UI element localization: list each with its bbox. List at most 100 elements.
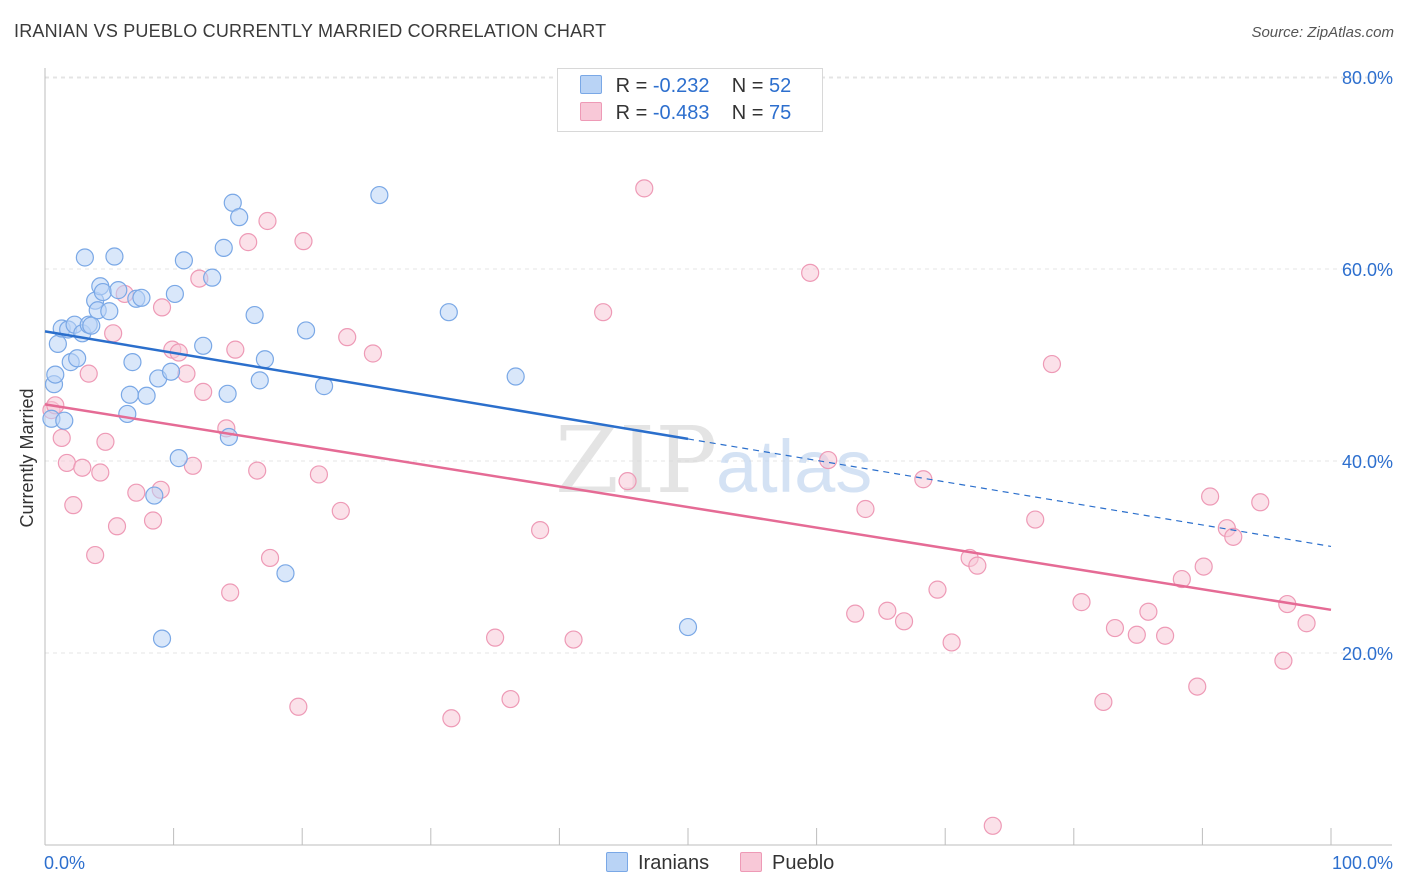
pueblo-point [177,364,196,383]
iranians-point [219,427,238,447]
pueblo-point [856,499,875,519]
iranians-point [123,353,142,372]
watermark-atlas: atlas [716,425,872,508]
legend-r-value: -0.483 [652,102,710,124]
iranians-point [203,268,222,287]
pueblo-trend-line [44,403,1332,612]
pueblo-point [1194,557,1213,576]
iranians-point [370,185,389,205]
legend-r-label: R = [615,75,648,97]
iranians-point [194,336,213,355]
iranians-point [137,386,156,405]
y-axis-label: Currently Married [17,388,37,527]
iranians-point [169,449,188,468]
iranians-point [68,349,87,368]
iranians-point [75,248,94,267]
iranians-point [174,251,193,270]
iranians-point [46,365,65,384]
pueblo-point [635,179,654,198]
iranians-swatch [580,75,602,94]
pueblo-point [183,456,202,475]
pueblo-point [226,340,245,359]
iranians-point [245,305,264,325]
pueblo-point [64,496,83,515]
pueblo-point [894,612,914,631]
pueblo-point [1172,569,1191,589]
pueblo-point [594,303,613,322]
iranians-point [161,362,181,381]
pueblo-point [1274,651,1293,670]
legend-r-label: R = [615,102,648,124]
pueblo-point [363,344,383,363]
pueblo-point [968,556,987,575]
pueblo-point [73,458,92,477]
legend-n-value: 52 [769,75,792,97]
pueblo-point [331,501,350,521]
pueblo-point [942,633,961,652]
pueblo-point [96,432,115,451]
pueblo-point [1188,677,1207,696]
iranians-point [145,486,164,505]
pueblo-point [152,298,172,317]
y-tick-label: 60.0% [1342,260,1393,280]
iranians-point [100,302,119,321]
iranians-point [439,303,458,322]
pueblo-point [107,517,127,536]
pueblo-point [91,463,110,482]
pueblo-point [1094,692,1113,712]
iranians-point [296,321,316,340]
iranians-point [109,281,128,300]
legend-n-value: 75 [769,102,792,124]
pueblo-point [86,545,105,565]
pueblo-point [1127,625,1146,644]
pueblo-point [1224,527,1243,546]
iranians-point [214,238,233,257]
iranians-point [105,247,124,266]
pueblo-point [928,580,947,599]
pueblo-point [294,232,313,251]
pueblo-point [618,472,637,491]
iranians-point [120,385,139,404]
pueblo-point [1201,487,1220,506]
watermark-zip: ZIP [555,407,717,514]
pueblo-point [258,211,277,231]
series-legend: Iranians Pueblo [0,852,1406,878]
pueblo-point [1026,510,1045,529]
pueblo-point [819,450,838,470]
pueblo-point [260,548,280,568]
iranians-swatch [606,852,628,872]
pueblo-point [1042,354,1062,374]
legend-item-iranians: Iranians [606,852,709,875]
iranians-point [230,208,249,227]
x-tick-label: 0.0% [44,853,85,873]
iranians-point [218,384,237,403]
pueblo-point [1105,618,1125,638]
y-tick-label: 80.0% [1342,68,1393,88]
pueblo-point [501,689,520,709]
pueblo-point [442,709,461,728]
pueblo-point [143,511,163,530]
iranians-point [276,564,295,583]
stats-legend: R = -0.232 N = 52 R = -0.483 N = 75 [557,68,823,132]
pueblo-point [309,465,329,484]
iranians-point [48,334,67,353]
source-credit: Source: ZipAtlas.com [1251,24,1394,41]
legend-row-iranians: R = -0.232 N = 52 [580,75,791,101]
pueblo-point [1072,593,1091,612]
pueblo-point [221,583,240,602]
legend-label-iranians: Iranians [638,852,710,874]
legend-n-label: N = [731,102,764,124]
pueblo-point [878,601,897,620]
pueblo-point [104,324,123,343]
iranians-point [82,316,101,335]
iranians-point [55,411,74,430]
pueblo-point [983,816,1002,835]
pueblo-point [801,263,820,282]
iranians-point [93,282,112,302]
pueblo-point [1139,602,1158,621]
pueblo-point [1156,626,1175,645]
iranians-point [678,617,698,637]
legend-item-pueblo: Pueblo [740,852,834,875]
pueblo-point [486,628,505,647]
